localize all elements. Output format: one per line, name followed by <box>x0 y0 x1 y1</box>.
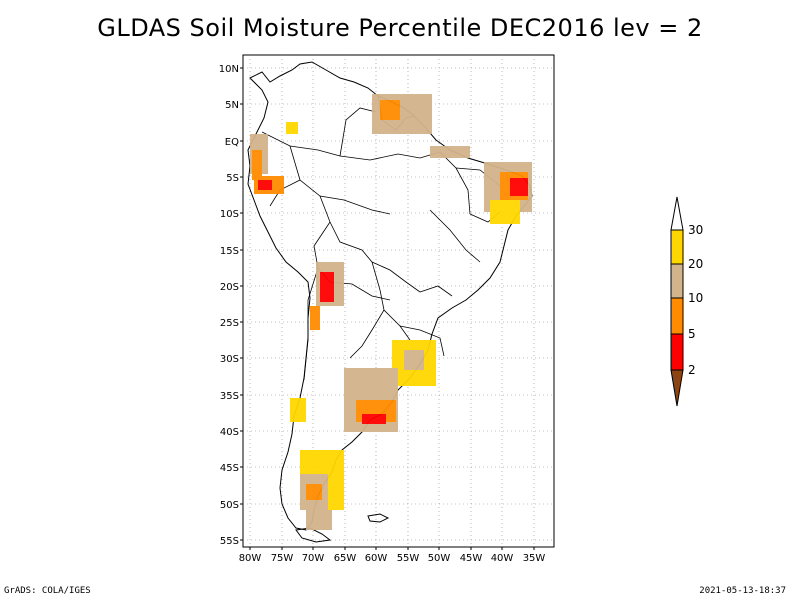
country-borders <box>261 95 501 381</box>
lon-label: 65W <box>334 553 357 564</box>
lat-label: 5S <box>226 173 239 184</box>
lon-label: 40W <box>491 553 514 564</box>
lon-label: 50W <box>428 553 451 564</box>
legend-label-5: 5 <box>688 327 696 341</box>
map-frame <box>242 54 555 548</box>
lat-label: 10N <box>219 64 239 75</box>
lat-label: 35S <box>220 391 239 402</box>
lat-label: 25S <box>220 318 239 329</box>
lat-label: 40S <box>220 427 239 438</box>
footer-timestamp: 2021-05-13-18:37 <box>699 586 786 596</box>
lat-label: 55S <box>220 536 239 547</box>
color-legend: 30 20 10 5 2 <box>670 196 703 407</box>
map-area: 10N5NEQ5S10S15S20S25S30S35S40S45S50S55S … <box>219 54 555 564</box>
legend-label-20: 20 <box>688 257 703 271</box>
percentile-shading <box>250 94 532 530</box>
lon-label: 45W <box>460 553 483 564</box>
latitude-labels: 10N 5N EQ 5S 10S 15S 20S 25S 30S 35S 40S 45S 50S 55S <box>219 64 243 547</box>
lat-label: EQ <box>225 137 239 148</box>
map-title: GLDAS Soil Moisture Percentile DEC2016 l… <box>97 14 703 42</box>
lon-label: 35W <box>523 553 546 564</box>
lon-label: 70W <box>302 553 325 564</box>
lat-label: 15S <box>220 246 239 257</box>
legend-swatch-2-5 <box>670 333 684 371</box>
lat-label: 30S <box>220 354 239 365</box>
legend-swatch-below-2 <box>670 369 684 407</box>
lon-label: 60W <box>365 553 388 564</box>
lon-label: 75W <box>271 553 294 564</box>
legend-label-2: 2 <box>688 363 696 377</box>
legend-label-10: 10 <box>688 291 703 305</box>
longitude-labels: 80W 75W 70W 65W 60W 55W 50W 45W 40W 35W <box>239 547 546 564</box>
legend-swatch-20-30 <box>670 229 684 265</box>
falklands-outline <box>367 513 390 523</box>
legend-swatch-10-20 <box>670 263 684 299</box>
legend-swatch-above-30 <box>670 196 684 231</box>
legend-label-30: 30 <box>688 223 703 237</box>
footer-credit: GrADS: COLA/IGES <box>4 586 91 596</box>
lat-label: 50S <box>220 500 239 511</box>
lat-label: 45S <box>220 463 239 474</box>
lat-label: 10S <box>220 209 239 220</box>
legend-swatch-5-10 <box>670 297 684 335</box>
lat-label: 5N <box>225 100 239 111</box>
lon-label: 80W <box>239 553 262 564</box>
lat-label: 20S <box>220 282 239 293</box>
lon-label: 55W <box>397 553 420 564</box>
